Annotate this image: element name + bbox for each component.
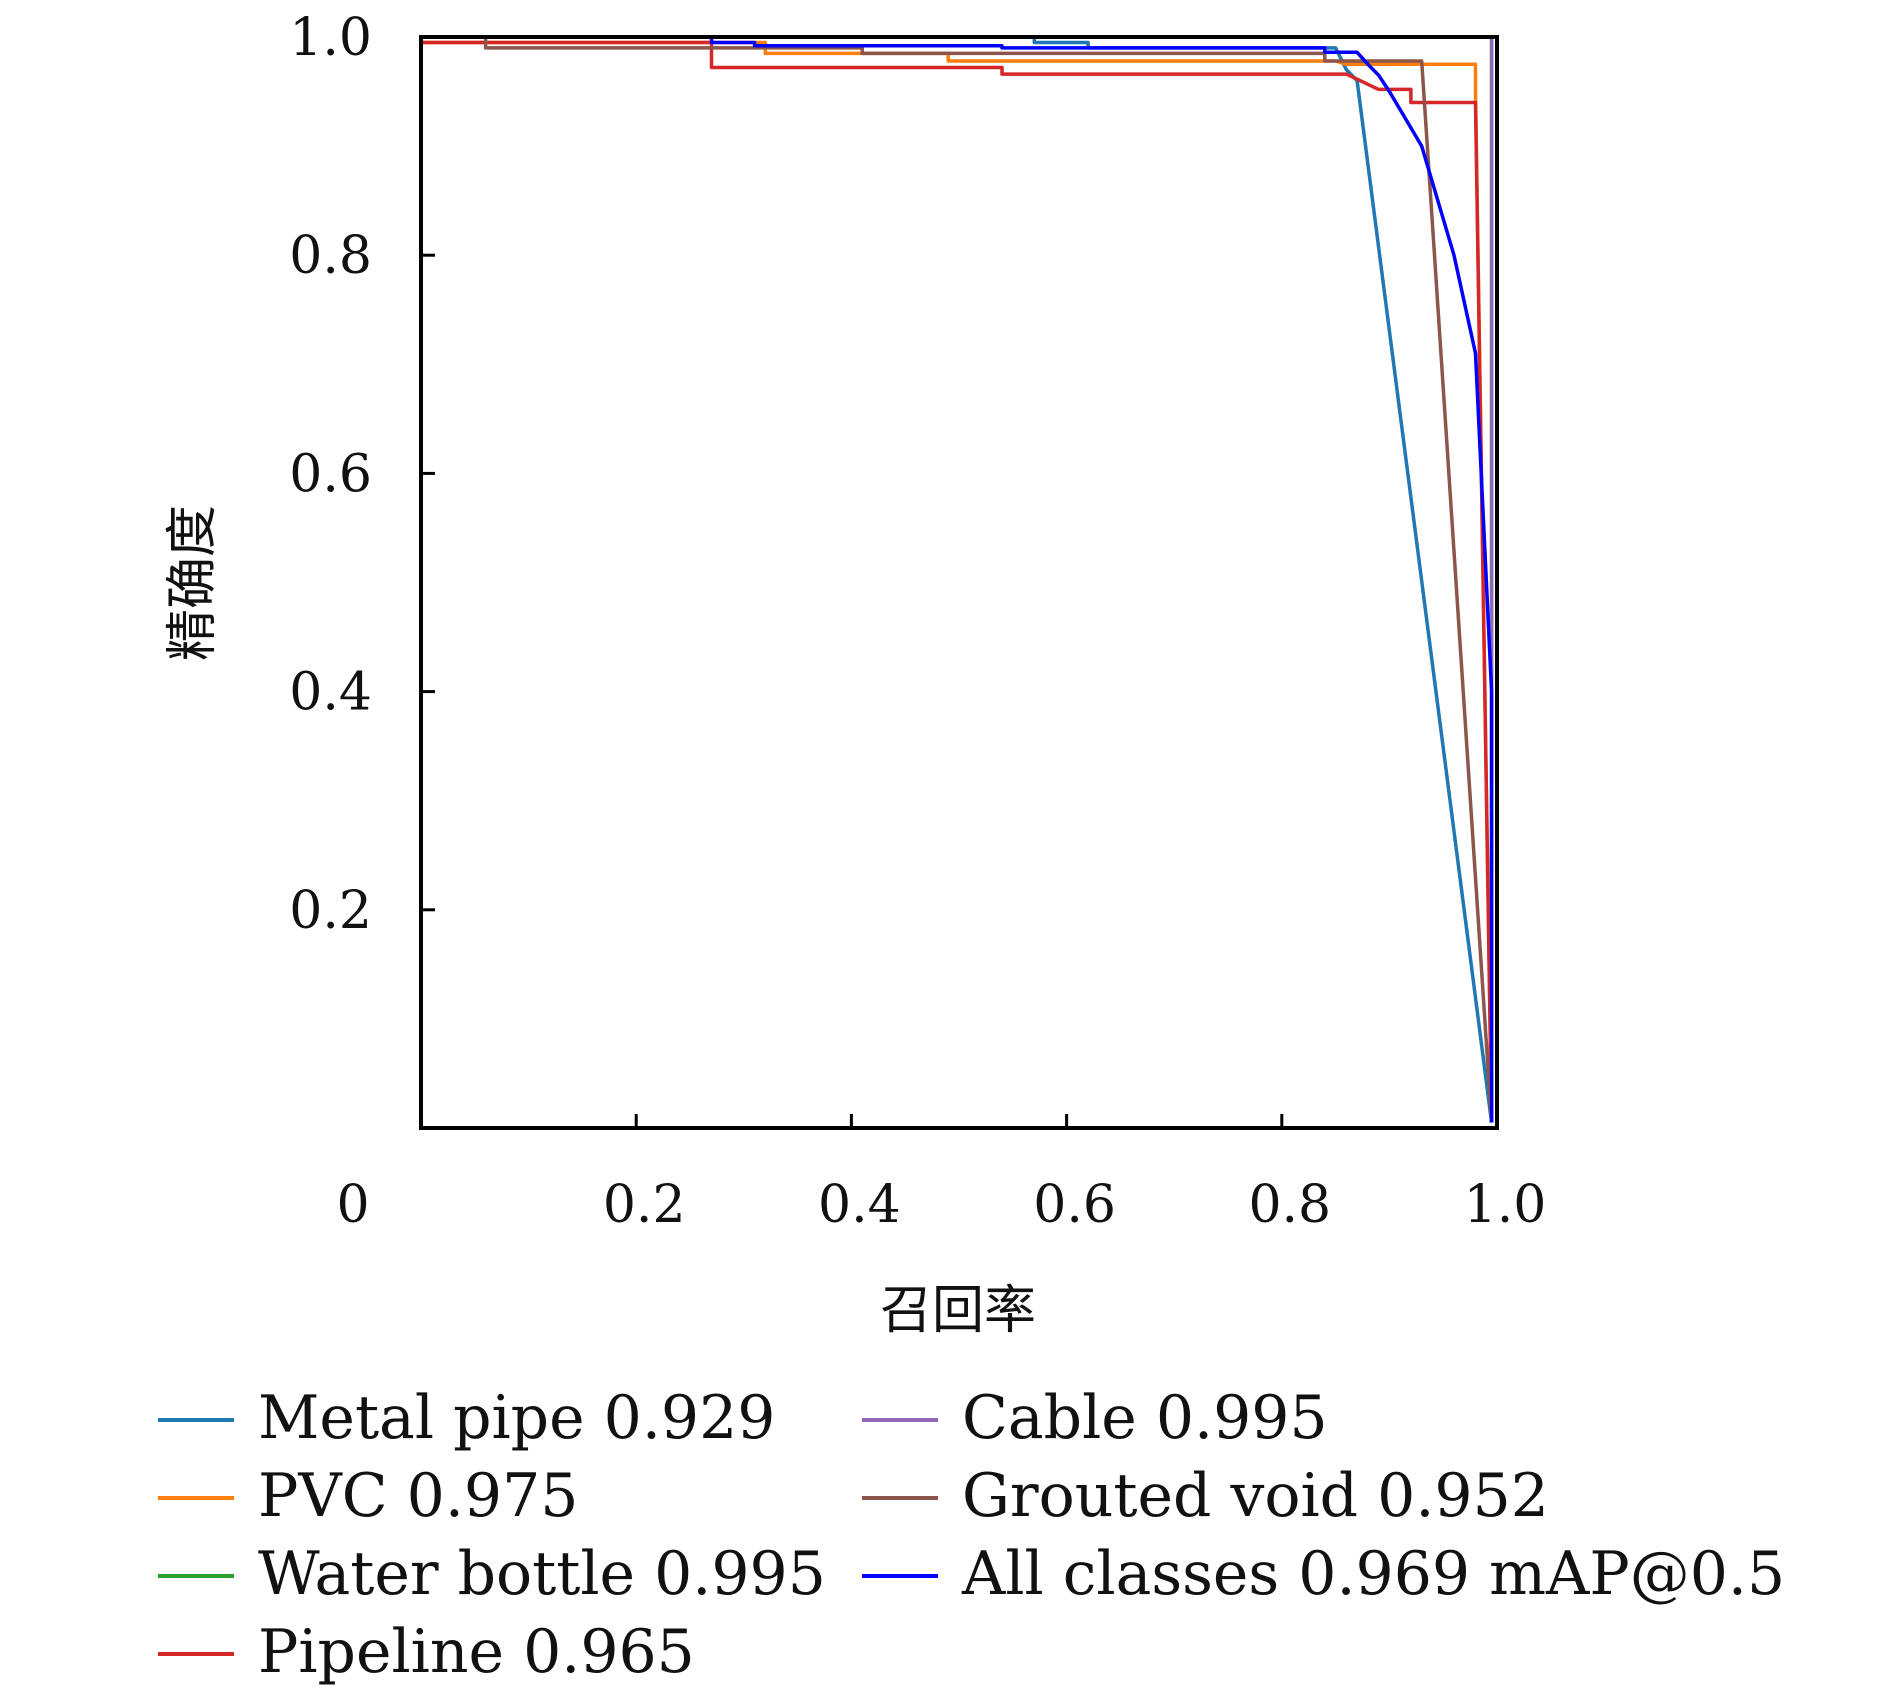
legend-label: All classes 0.969 mAP@0.5 xyxy=(961,1539,1785,1609)
x-tick-label: 0.4 xyxy=(818,1175,901,1235)
x-origin-label: 0 xyxy=(336,1175,369,1235)
x-tick-label: 0.6 xyxy=(1033,1175,1116,1235)
legend-label: PVC 0.975 xyxy=(258,1461,578,1531)
y-tick-label: 0.8 xyxy=(289,226,372,286)
series-line xyxy=(421,35,1494,1123)
series-line xyxy=(421,35,1494,1123)
series-line xyxy=(421,35,1494,1123)
legend-label: Water bottle 0.995 xyxy=(258,1539,826,1609)
series-line xyxy=(421,35,1494,1123)
x-tick-label: 0.2 xyxy=(603,1175,686,1235)
series-layer xyxy=(421,35,1494,1123)
y-tick-label: 0.2 xyxy=(289,881,372,941)
series-line xyxy=(421,35,1494,1123)
legend: Metal pipe 0.929 PVC 0.975 Water bottle 0.… xyxy=(158,1383,1785,1686)
x-tick-label: 0.8 xyxy=(1248,1175,1331,1235)
y-tick-label: 0.4 xyxy=(289,663,372,723)
y-tick-label: 0.6 xyxy=(289,444,372,504)
series-line xyxy=(421,40,1494,1123)
legend-label: Grouted void 0.952 xyxy=(962,1461,1549,1531)
y-axis-label: 精确度 xyxy=(163,505,223,661)
legend-label: Metal pipe 0.929 xyxy=(258,1383,775,1453)
series-line xyxy=(421,40,1494,1123)
x-axis-label: 召回率 xyxy=(880,1281,1036,1341)
legend-label: Cable 0.995 xyxy=(962,1383,1328,1453)
plot-frame xyxy=(419,35,1499,1130)
x-tick-label: 1.0 xyxy=(1464,1175,1547,1235)
legend-label: Pipeline 0.965 xyxy=(258,1617,695,1686)
ticks-layer: 0.2 0.4 0.6 0.8 1.0 0.2 0.4 0.6 0.8 1.0 xyxy=(289,8,1546,1235)
y-tick-label: 1.0 xyxy=(289,8,372,68)
